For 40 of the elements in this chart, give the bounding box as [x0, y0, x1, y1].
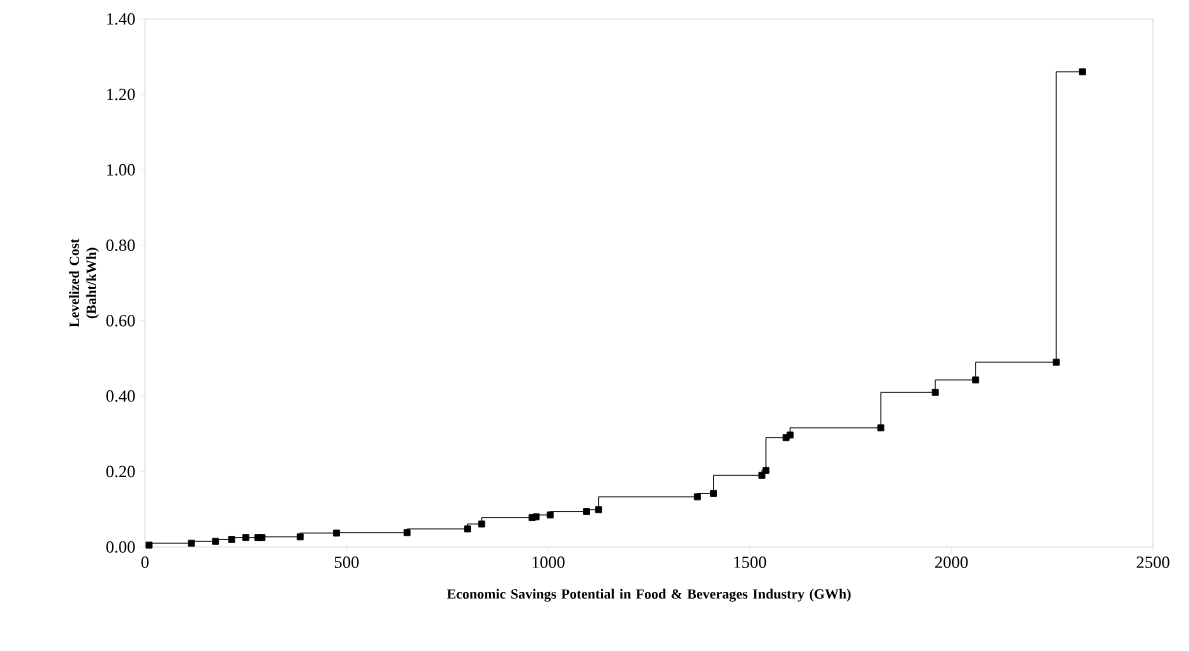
- y-tick-label: 0.80: [106, 239, 135, 252]
- x-tick-label: 0: [141, 556, 149, 569]
- y-tick-label: 0.00: [106, 541, 135, 553]
- x-tick-label: 2000: [935, 556, 968, 569]
- point: [786, 431, 794, 439]
- y-axis-title: Levelized Cost (Baht/kWh): [69, 238, 99, 328]
- point: [877, 424, 885, 432]
- point: [242, 534, 250, 542]
- y-tick-label: 1.20: [107, 88, 135, 101]
- point: [464, 525, 472, 533]
- y-tick-label: 1.40: [107, 13, 135, 25]
- point: [931, 388, 939, 396]
- point: [710, 489, 717, 497]
- y-tick-label: 0.40: [106, 390, 135, 402]
- point: [212, 537, 220, 545]
- y-tick-label: 0.60: [106, 314, 135, 327]
- point: [762, 466, 770, 474]
- point: [187, 539, 195, 547]
- x-tick-label: 500: [334, 556, 359, 569]
- point: [693, 493, 701, 501]
- point: [258, 534, 266, 542]
- y-tick-label: 0.20: [106, 465, 135, 478]
- x-tick-label: 1000: [532, 556, 565, 569]
- point: [403, 529, 411, 537]
- point: [1078, 68, 1086, 76]
- point: [478, 520, 486, 528]
- point: [296, 533, 304, 541]
- point: [1052, 358, 1060, 366]
- y-tick-label: 1.00: [107, 164, 135, 176]
- x-tick-label: 1500: [734, 556, 767, 569]
- point: [583, 508, 590, 515]
- point: [595, 506, 603, 514]
- x-tick-label: 2500: [1136, 556, 1170, 569]
- point: [532, 513, 540, 521]
- point: [546, 511, 554, 519]
- point: [333, 529, 340, 537]
- point: [228, 536, 236, 543]
- point: [972, 376, 980, 384]
- point: [145, 541, 153, 549]
- x-axis-title: Economic Savings Potential in Food & Beverages Industry (GWh): [447, 588, 851, 602]
